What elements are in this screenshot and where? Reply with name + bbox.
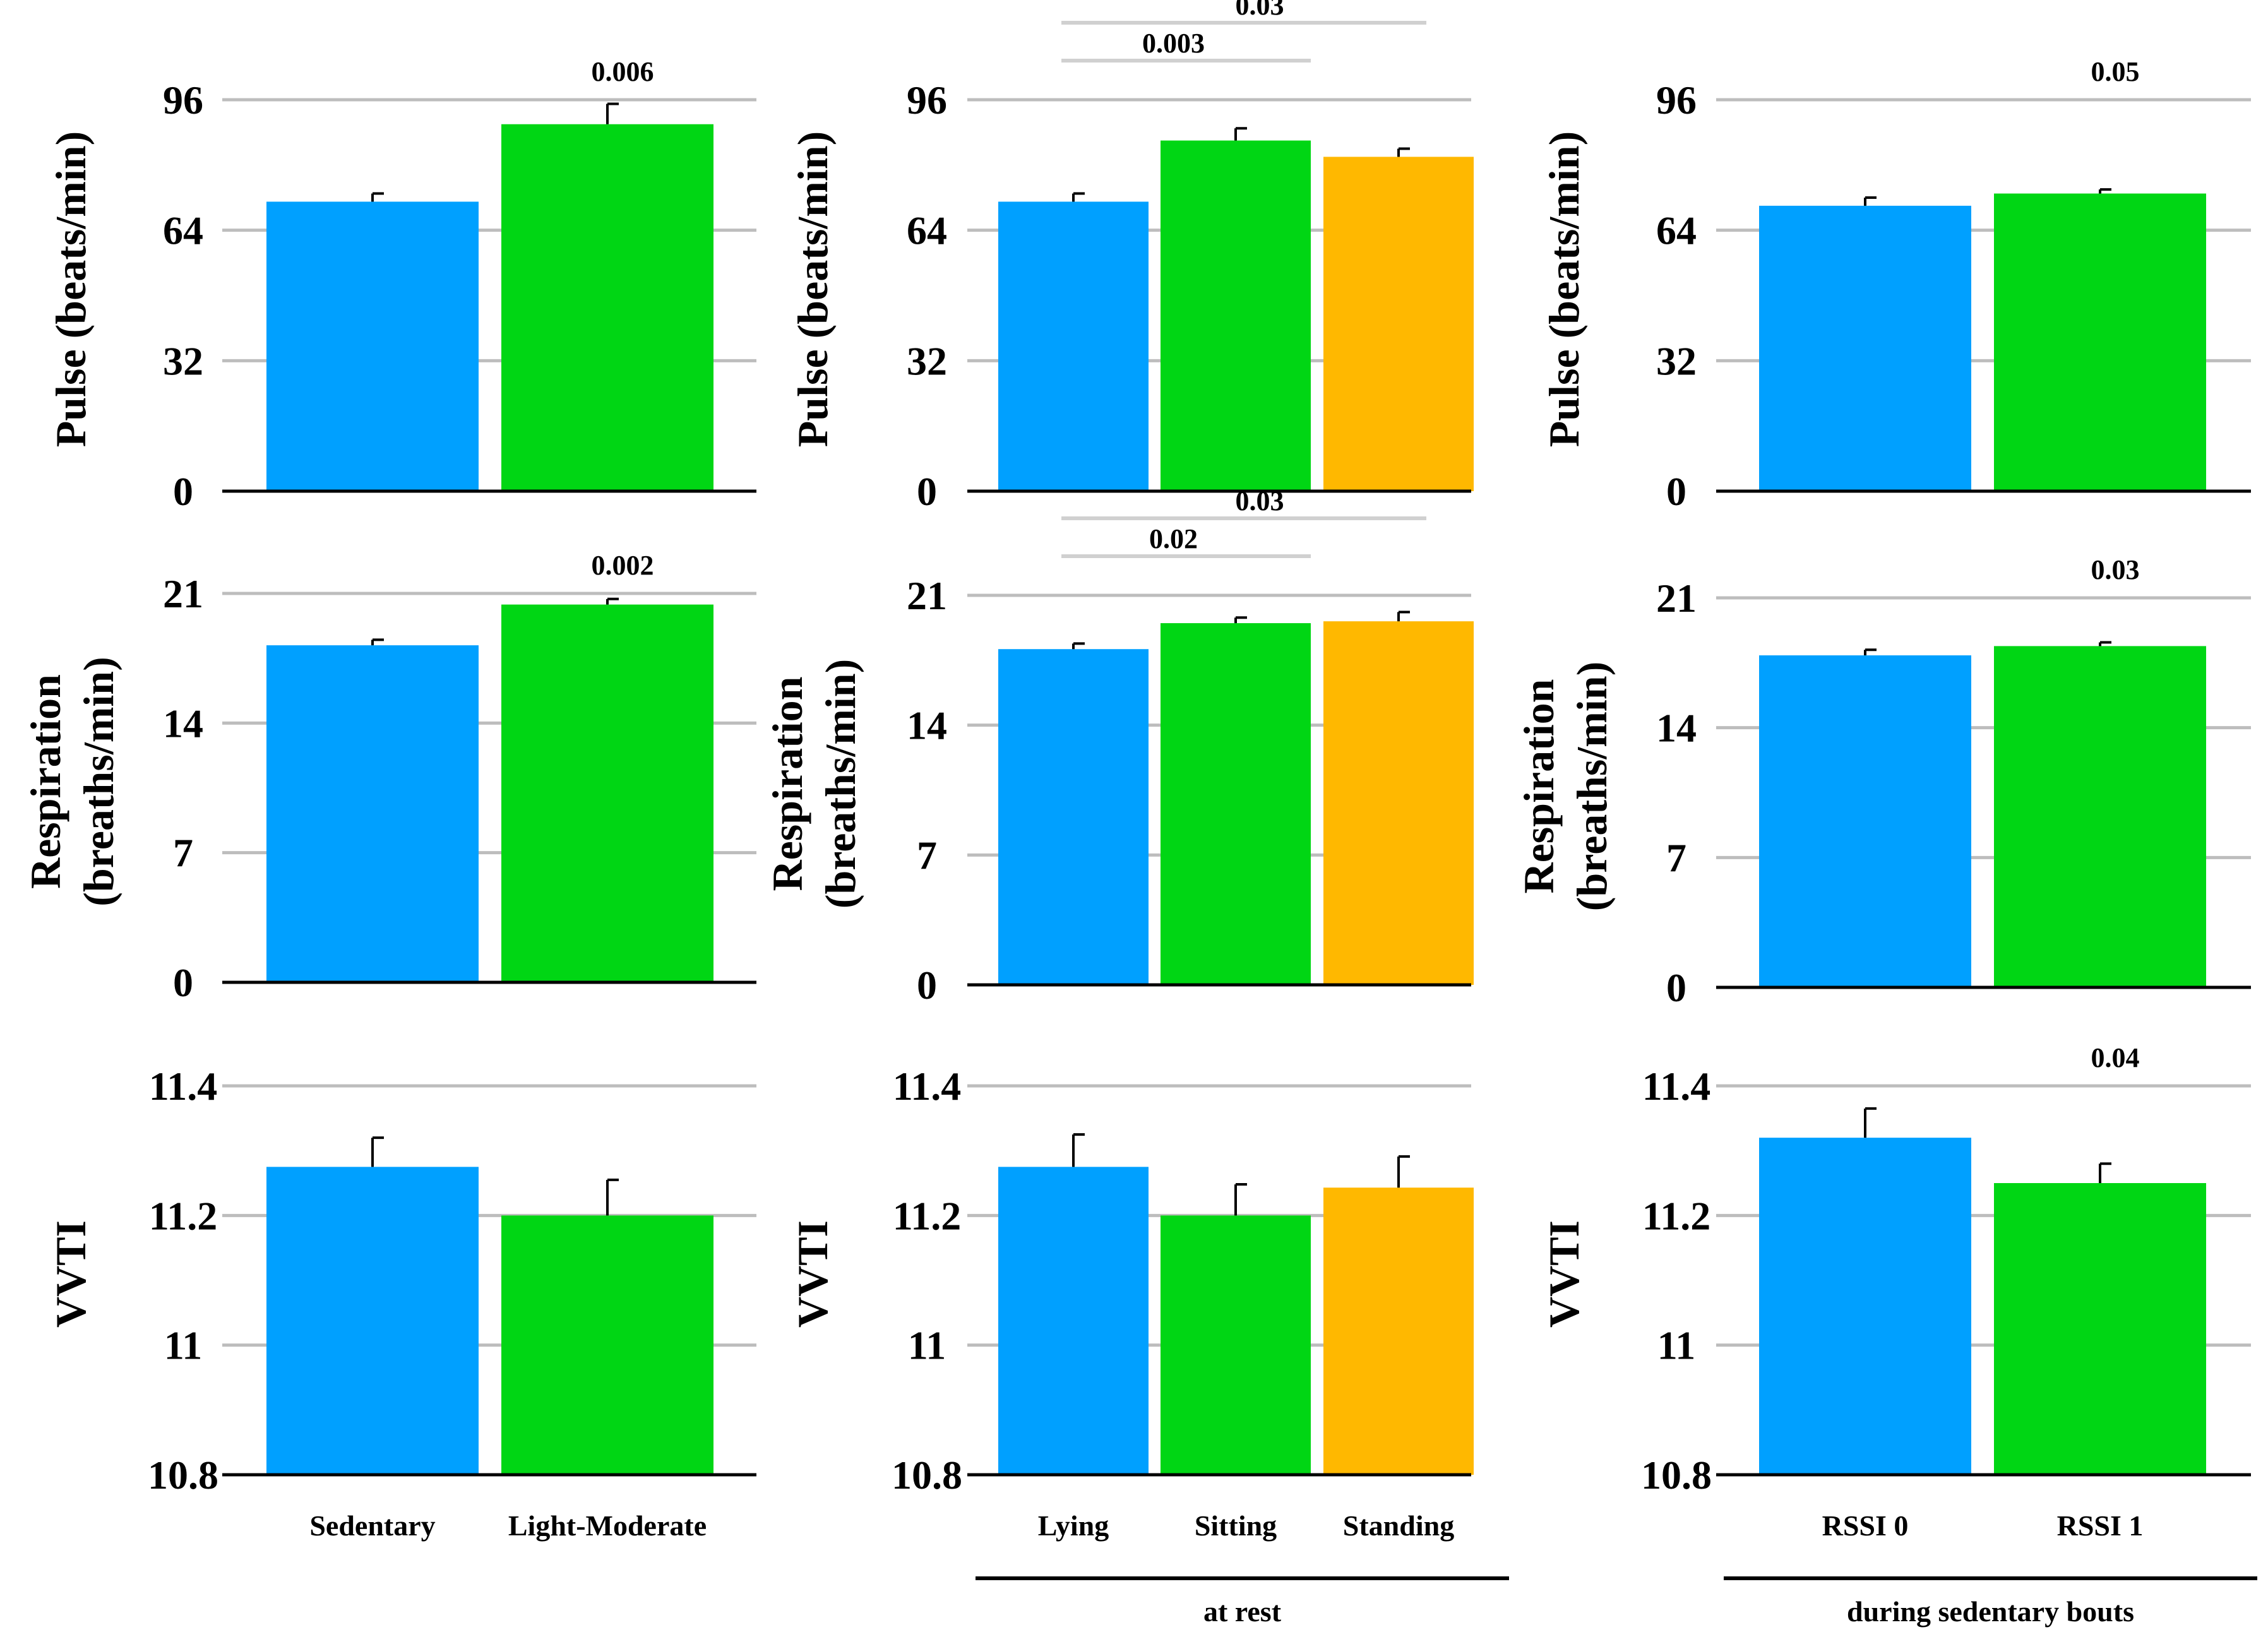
y-tick-label: 10.8	[1641, 1453, 1712, 1497]
y-tick-label: 0	[1666, 469, 1686, 514]
chart-v-c: 10.8 11 11.2 11.4 RSSI 0 RSSI 1 VVTI 0.04	[1540, 1042, 2251, 1542]
y-tick-label: 21	[163, 571, 203, 616]
y-tick-label: 0	[173, 469, 193, 514]
chart-p-a: 0 32 64 96 Pulse (beats/min) 0.006	[47, 56, 756, 514]
y-tick-label: 14	[163, 701, 203, 746]
y-tick-label: 11.2	[893, 1193, 961, 1238]
chart-r-c: 0 7 14 21 Respiration (breaths/min) 0.03	[1515, 554, 2251, 1010]
y-tick-label: 11	[908, 1323, 946, 1368]
x-category-label: Light-Moderate	[508, 1509, 707, 1542]
bar	[998, 649, 1149, 985]
p-value-label: 0.002	[592, 550, 654, 581]
bar	[998, 1167, 1149, 1475]
x-category-label: Sedentary	[309, 1509, 435, 1542]
y-tick-label: 11.2	[149, 1193, 217, 1238]
y-tick-label: 14	[1656, 706, 1697, 751]
bar	[1161, 140, 1311, 492]
x-category-label: Standing	[1343, 1509, 1454, 1542]
chart-v-a: 10.8 11 11.2 11.4 Sedentary Light-Moderate VVT…	[47, 1064, 756, 1542]
y-tick-label: 10.8	[892, 1453, 962, 1497]
y-tick-label: 21	[1656, 576, 1697, 621]
group-label: at rest	[1203, 1595, 1282, 1628]
p-value-label: 0.04	[2091, 1042, 2140, 1073]
chart-p-b: 0 32 64 96 Pulse (beats/min) 0.003 0.03	[789, 0, 1474, 514]
y-tick-label: 14	[907, 703, 947, 748]
x-category-label: Lying	[1038, 1509, 1109, 1542]
y-tick-label: 64	[907, 208, 947, 253]
p-value-label: 0.03	[1236, 0, 1284, 21]
y-tick-label: 7	[1666, 835, 1686, 880]
y-tick-label: 10.8	[148, 1453, 218, 1497]
y-tick-label: 96	[907, 78, 947, 122]
y-axis-label: VVTI	[789, 1220, 837, 1328]
x-category-label: RSSI 1	[2057, 1509, 2144, 1542]
bar	[266, 1167, 479, 1475]
bar	[1161, 623, 1311, 985]
bar	[266, 201, 479, 491]
y-tick-label: 64	[1656, 208, 1697, 253]
bar	[1759, 655, 1971, 987]
p-value-label: 0.05	[2091, 56, 2140, 87]
y-axis-label: Respiration (breaths/min)	[763, 659, 864, 908]
chart-r-a: 0 7 14 21 Respiration (breaths/min) 0.002	[21, 550, 756, 1005]
y-axis-label: Pulse (beats/min)	[47, 131, 95, 448]
p-value-label: 0.02	[1149, 523, 1198, 554]
bar	[1323, 157, 1474, 491]
y-axis-label: Respiration (breaths/min)	[21, 657, 122, 906]
bar	[501, 124, 713, 491]
y-axis-label: VVTI	[1540, 1220, 1588, 1328]
bar	[501, 604, 713, 982]
bar	[1994, 646, 2206, 987]
bar	[1759, 205, 1971, 491]
p-value-label: 0.006	[592, 56, 654, 87]
y-tick-label: 32	[907, 338, 947, 383]
bar	[1994, 1183, 2206, 1475]
y-axis-label: Pulse (beats/min)	[789, 131, 837, 448]
y-tick-label: 96	[163, 78, 203, 122]
y-tick-label: 32	[163, 338, 203, 383]
y-tick-label: 11.4	[893, 1064, 961, 1109]
bar	[1759, 1138, 1971, 1475]
y-tick-label: 32	[1656, 338, 1697, 383]
group-label: during sedentary bouts	[1847, 1595, 2134, 1628]
x-category-label: RSSI 0	[1822, 1509, 1909, 1542]
y-tick-label: 21	[907, 573, 947, 618]
y-tick-label: 96	[1656, 78, 1697, 122]
chart-p-c: 0 32 64 96 Pulse (beats/min) 0.05	[1540, 56, 2251, 514]
y-tick-label: 11.2	[1642, 1193, 1710, 1238]
y-tick-label: 64	[163, 208, 203, 253]
bar	[1161, 1215, 1311, 1475]
y-tick-label: 7	[173, 831, 193, 876]
p-value-label: 0.003	[1142, 28, 1205, 59]
y-axis-label: Respiration (breaths/min)	[1515, 662, 1616, 911]
bar	[998, 201, 1149, 491]
y-tick-label: 7	[917, 833, 937, 878]
y-axis-label: VVTI	[47, 1220, 95, 1328]
x-category-label: Sitting	[1195, 1509, 1277, 1542]
p-value-label: 0.03	[1236, 485, 1284, 516]
y-tick-label: 11	[164, 1323, 202, 1368]
bar	[266, 645, 479, 982]
y-tick-label: 11.4	[149, 1064, 217, 1109]
y-axis-label: Pulse (beats/min)	[1540, 131, 1588, 448]
chart-v-b: 10.8 11 11.2 11.4 Lying Sitting Standing VVTI	[789, 1064, 1474, 1542]
y-tick-label: 11	[1657, 1323, 1695, 1368]
y-tick-label: 11.4	[1642, 1064, 1710, 1109]
bar	[1994, 193, 2206, 491]
y-tick-label: 0	[917, 963, 937, 1008]
bar	[1323, 1188, 1474, 1475]
bar	[1323, 621, 1474, 985]
y-tick-label: 0	[917, 469, 937, 514]
bar	[501, 1215, 713, 1475]
p-value-label: 0.03	[2091, 554, 2140, 585]
y-tick-label: 0	[1666, 965, 1686, 1010]
chart-r-b: 0 7 14 21 Respiration (breaths/min) 0.02 0.03	[763, 485, 1474, 1008]
y-tick-label: 0	[173, 960, 193, 1005]
